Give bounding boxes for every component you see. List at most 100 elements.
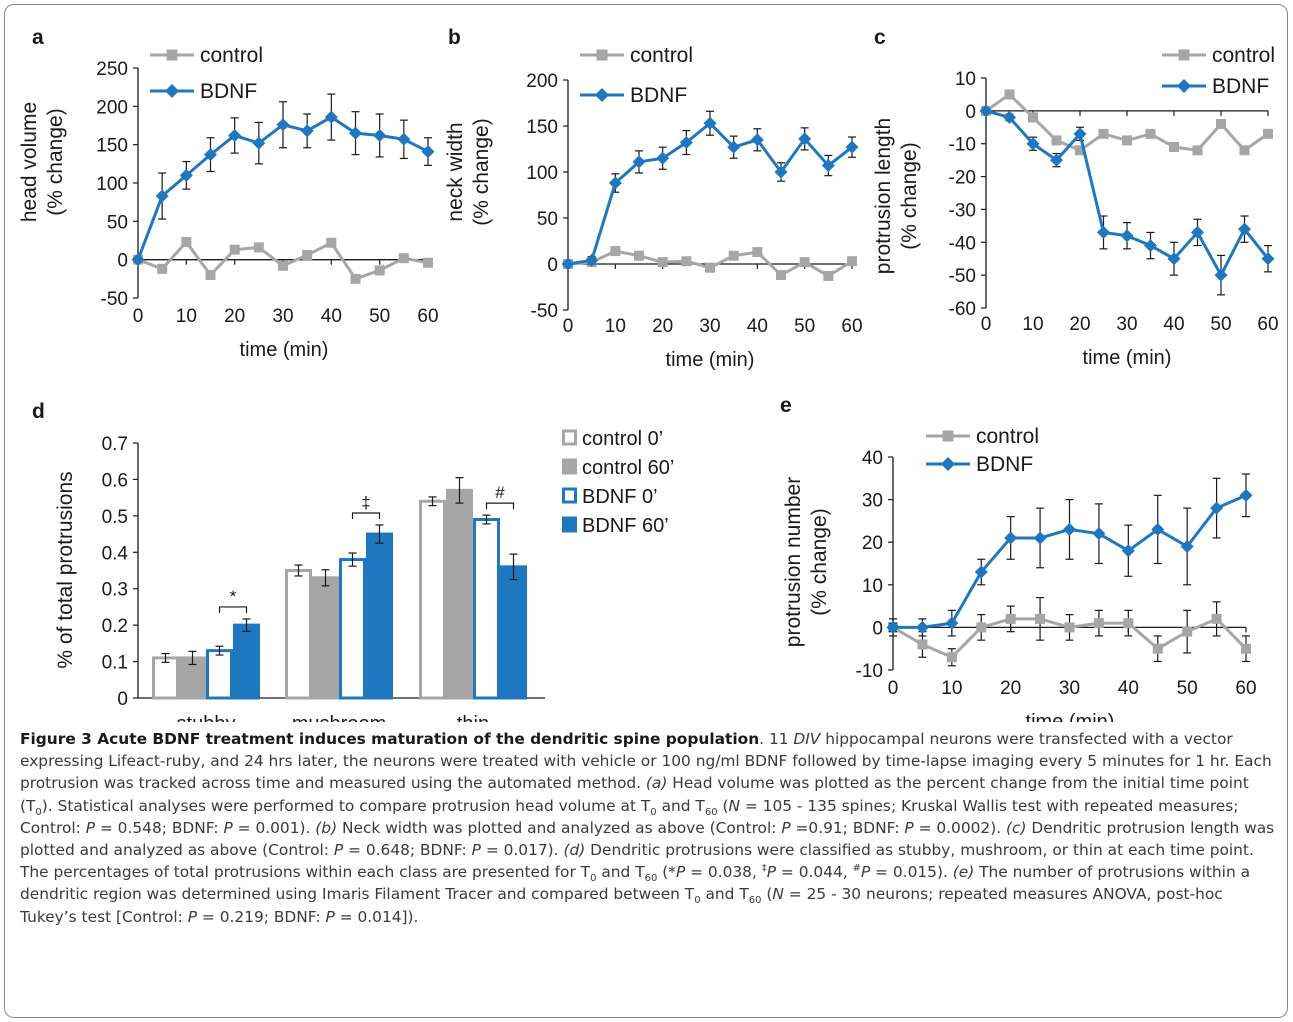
data-point-control-a bbox=[205, 270, 216, 280]
series-line-bdnf-b bbox=[567, 121, 853, 266]
y-tick-label-d: 0.1 bbox=[102, 653, 128, 674]
data-point-control-c bbox=[1098, 128, 1109, 139]
legend-label-e: control bbox=[976, 425, 1039, 448]
x-tick-label-c: 40 bbox=[1163, 314, 1184, 335]
bar-mushroom-1 bbox=[312, 576, 339, 700]
data-point-bdnf-b bbox=[585, 253, 599, 267]
data-point-bdnf-c bbox=[1238, 222, 1251, 236]
x-tick-label-d: stubby bbox=[177, 713, 236, 722]
data-point-control-a bbox=[302, 250, 313, 261]
data-point-control-a bbox=[423, 257, 433, 268]
data-point-bdnf-b bbox=[561, 257, 575, 271]
y-axis-label-e: (% change) bbox=[808, 508, 831, 615]
panel-letter-c: c bbox=[874, 26, 886, 49]
data-point-control-b bbox=[705, 262, 715, 273]
legend-marker-bdnf-c bbox=[1177, 79, 1191, 93]
data-point-control-b bbox=[752, 247, 763, 258]
x-tick-label-a: 10 bbox=[176, 306, 197, 327]
x-tick-label-b: 60 bbox=[841, 316, 862, 337]
x-tick-label-c: 50 bbox=[1210, 314, 1231, 335]
data-point-bdnf-c bbox=[1050, 153, 1063, 167]
x-axis-label-a: time (min) bbox=[240, 339, 329, 361]
significance-bracket bbox=[351, 512, 381, 519]
significance-mark: ‡ bbox=[361, 493, 370, 512]
bar-thin-2 bbox=[473, 518, 500, 700]
data-point-control-a bbox=[253, 242, 264, 253]
data-point-bdnf-a bbox=[155, 189, 169, 203]
data-point-control-e bbox=[1211, 613, 1222, 624]
y-tick-label-c: -60 bbox=[949, 299, 976, 320]
data-point-bdnf-a bbox=[179, 168, 193, 182]
panel-letter-e: e bbox=[780, 394, 792, 417]
data-point-bdnf-a bbox=[324, 110, 338, 124]
legend-label-d: BDNF 0’ bbox=[582, 486, 658, 508]
data-point-bdnf-b bbox=[821, 159, 835, 173]
data-point-bdnf-e bbox=[1092, 527, 1106, 541]
x-tick-label-e: 50 bbox=[1177, 678, 1198, 699]
y-tick-label-b: 50 bbox=[537, 209, 558, 230]
bar-mushroom-3 bbox=[366, 532, 393, 700]
data-point-bdnf-b bbox=[750, 133, 764, 147]
y-tick-label-b: 200 bbox=[526, 71, 558, 92]
data-point-bdnf-a bbox=[349, 126, 362, 140]
significance-mark: # bbox=[495, 483, 505, 502]
x-axis-label-b: time (min) bbox=[666, 349, 755, 371]
bar-stubby-2 bbox=[206, 649, 233, 700]
data-point-bdnf-a bbox=[397, 132, 411, 146]
data-point-bdnf-b bbox=[845, 140, 859, 154]
y-tick-label-a: 150 bbox=[96, 136, 128, 157]
data-point-bdnf-c bbox=[1167, 252, 1181, 266]
data-point-bdnf-e bbox=[945, 616, 959, 630]
legend-swatch-d bbox=[562, 487, 577, 504]
y-tick-label-e: -10 bbox=[856, 661, 883, 682]
x-tick-label-e: 60 bbox=[1235, 678, 1256, 699]
data-point-bdnf-b bbox=[632, 155, 646, 169]
y-tick-label-c: -20 bbox=[949, 168, 976, 189]
data-point-bdnf-e bbox=[1033, 531, 1047, 545]
y-axis-label-e: protrusion number bbox=[782, 477, 805, 647]
data-point-control-e bbox=[1123, 618, 1134, 629]
significance-bracket bbox=[485, 502, 515, 510]
y-tick-label-b: 0 bbox=[547, 255, 558, 276]
y-axis-label-d: % of total protrusions bbox=[54, 471, 77, 668]
data-point-bdnf-b bbox=[679, 136, 693, 150]
data-point-control-b bbox=[634, 250, 644, 261]
legend-swatch-d bbox=[562, 458, 577, 475]
y-tick-label-a: 100 bbox=[96, 174, 128, 195]
y-tick-label-e: 30 bbox=[862, 491, 883, 512]
data-point-control-a bbox=[229, 244, 240, 255]
y-axis-label-b: (% change) bbox=[470, 118, 493, 225]
data-point-bdnf-a bbox=[373, 128, 387, 142]
figure-frame bbox=[4, 4, 1288, 1018]
y-tick-label-a: 200 bbox=[96, 97, 128, 118]
data-point-control-c bbox=[1145, 128, 1156, 139]
y-tick-label-a: 250 bbox=[96, 59, 128, 80]
figure-caption: Figure 3 Acute BDNF treatment induces ma… bbox=[20, 730, 1275, 926]
y-tick-label-b: -50 bbox=[531, 301, 558, 322]
data-point-bdnf-a bbox=[421, 145, 435, 159]
y-tick-label-c: -50 bbox=[949, 266, 976, 287]
x-tick-label-d: mushroom bbox=[292, 713, 386, 722]
data-point-control-a bbox=[278, 260, 288, 271]
legend-label-c: BDNF bbox=[1212, 75, 1269, 98]
data-point-bdnf-a bbox=[204, 148, 217, 162]
y-tick-label-b: 150 bbox=[526, 117, 558, 138]
data-point-control-a bbox=[326, 237, 337, 248]
data-point-control-a bbox=[350, 273, 361, 284]
x-axis-label-c: time (min) bbox=[1083, 347, 1172, 369]
significance-mark: * bbox=[230, 587, 237, 606]
y-tick-label-c: -40 bbox=[949, 233, 976, 254]
bar-thin-0 bbox=[419, 499, 446, 700]
legend-marker-bdnf-e bbox=[941, 457, 955, 471]
legend-marker-control-b bbox=[596, 49, 608, 61]
data-point-control-c bbox=[1169, 142, 1179, 152]
y-axis-label-b: neck width bbox=[444, 122, 467, 221]
x-tick-label-a: 60 bbox=[417, 306, 438, 327]
data-point-bdnf-a bbox=[300, 124, 314, 138]
data-point-control-e bbox=[1035, 613, 1046, 624]
data-point-control-b bbox=[823, 270, 834, 281]
data-point-bdnf-b bbox=[656, 151, 670, 165]
x-tick-label-c: 0 bbox=[981, 314, 992, 335]
data-point-control-c bbox=[1004, 89, 1015, 100]
data-point-bdnf-b bbox=[703, 116, 717, 130]
